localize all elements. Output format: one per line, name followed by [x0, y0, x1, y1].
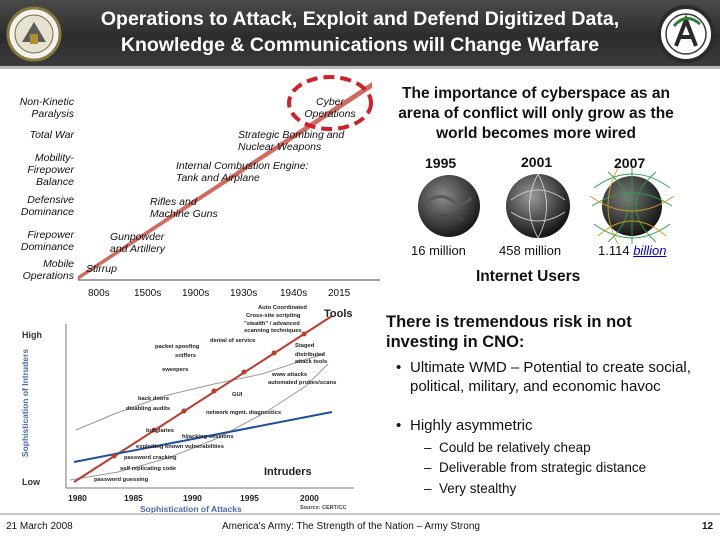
internet-users-count: 1.114 billion	[598, 243, 666, 258]
risk-bullet: • Highly asymmetric	[396, 416, 700, 435]
intruders-line	[73, 411, 333, 463]
page-number: 12	[702, 521, 714, 532]
dash-icon: –	[424, 440, 432, 455]
chart-x-tick: 1985	[124, 493, 143, 503]
chart-tool-label: network mgmt. diagnostics	[206, 410, 282, 416]
timeline-year-tick: 1900s	[182, 288, 210, 299]
chart-tool-label: hijacking sessions	[182, 434, 234, 440]
trend-arrow	[78, 82, 372, 280]
chart-tool-label: Auto Coordinated	[258, 305, 307, 311]
risk-heading: There is tremendous risk in not investin…	[386, 313, 632, 351]
dash-icon: –	[424, 481, 432, 496]
chart-tool-label: distributed attack tools	[295, 352, 328, 365]
timeline-year-tick: 1940s	[280, 288, 308, 299]
risk-bullet-text: Highly asymmetric	[410, 417, 533, 434]
risk-bullet: • Ultimate WMD – Potential to create soc…	[396, 358, 700, 396]
chart-x-tick: 1990	[183, 493, 202, 503]
chart-tool-label: denial of service	[210, 338, 256, 344]
chart-tool-label: "stealth" / advanced scanning techniques	[244, 321, 302, 334]
chart-tool-label: Staged	[295, 343, 315, 349]
cyber-highlight-circle	[287, 75, 373, 131]
internet-users-count: 458 million	[499, 243, 562, 258]
chart-low-label: Low	[22, 477, 40, 487]
title-bar	[0, 0, 720, 68]
timeline-era-label: Internal Combustion Engine: Tank and Air…	[176, 160, 309, 184]
footer: 21 March 2008 America's Army: The Streng…	[0, 516, 720, 540]
timeline-era-label: Strategic Bombing and Nuclear Weapons	[238, 129, 345, 153]
internet-users-count: 16 million	[411, 243, 466, 258]
chart-x-tick: 1995	[240, 493, 259, 503]
chart-tool-label: GUI	[232, 392, 243, 398]
chart-tool-label: self replicating code	[120, 466, 177, 472]
dash-icon: –	[424, 460, 432, 475]
warfare-timeline-graphic	[78, 75, 380, 281]
risk-sub-bullet: – Very stealthy	[424, 480, 704, 498]
users-number: 1.114	[598, 243, 630, 258]
timeline-left-label: Defensive Dominance	[20, 194, 74, 218]
chart-tool-label: disabling audits	[126, 406, 171, 412]
risk-sub-bullet: – Deliverable from strategic distance	[424, 459, 704, 477]
army-seal-icon	[6, 6, 62, 62]
chart-tool-label: sweepers	[162, 367, 189, 373]
timeline-era-label: Cyber Operations	[304, 96, 356, 120]
timeline-era-label: Stirrup	[86, 263, 117, 275]
timeline-left-label: Mobility-Firepower Balance	[27, 152, 74, 188]
timeline-left-label: Total War	[29, 129, 74, 141]
chart-x-title: Sophistication of Attacks	[140, 504, 242, 514]
timeline-left-label: Non-Kinetic Paralysis	[19, 96, 74, 120]
chart-tools-label: Tools	[324, 308, 353, 320]
globe-2001-icon	[506, 173, 570, 239]
timeline-left-label: Firepower Dominance	[20, 229, 74, 253]
globe-2007-icon	[589, 167, 675, 245]
title-line-1: Operations to Attack, Exploit and Defend…	[100, 8, 620, 30]
title-line-2: Knowledge & Communications will Change W…	[120, 34, 600, 56]
internet-users-caption: Internet Users	[476, 268, 581, 285]
chart-y-title: Sophistication of Intruders	[20, 348, 30, 458]
bullet-dot-icon: •	[396, 417, 402, 434]
chart-tool-label: packet spoofing	[155, 344, 200, 350]
timeline-era-label: Rifles and Machine Guns	[150, 196, 218, 220]
footer-date: 21 March 2008	[6, 521, 73, 532]
globe-year-label: 2007	[614, 155, 646, 171]
chart-tool-label: Cross-site scripting	[246, 313, 301, 319]
timeline-year-tick: 1500s	[134, 288, 162, 299]
army-logo-icon	[657, 5, 715, 63]
intruder-sophistication-chart	[4, 302, 382, 514]
footer-motto: America's Army: The Strength of the Nati…	[222, 521, 480, 532]
globe-year-label: 1995	[425, 155, 457, 171]
cyberspace-heading: The importance of cyberspace as an arena…	[398, 85, 674, 142]
users-unit-link: billion	[633, 243, 667, 258]
risk-sub-bullet-text: Deliverable from strategic distance	[439, 460, 647, 475]
chart-intruders-label: Intruders	[264, 466, 312, 478]
chart-x-tick: 1980	[68, 493, 87, 503]
globe-year-label: 2001	[521, 154, 553, 170]
risk-bullet-text: Ultimate WMD – Potential to create socia…	[410, 359, 691, 395]
page-title: Operations to Attack, Exploit and Defend…	[62, 6, 658, 58]
chart-tool-label: password guessing	[94, 477, 149, 483]
chart-tool-label: automated probes/scans	[268, 380, 337, 386]
chart-credit: Source: CERT/CC	[300, 505, 347, 511]
bullet-dot-icon: •	[396, 359, 402, 376]
risk-sub-bullet: – Could be relatively cheap	[424, 439, 704, 457]
chart-x-tick: 2000	[300, 493, 319, 503]
risk-sub-bullet-text: Could be relatively cheap	[439, 440, 591, 455]
chart-tool-label: back doors	[138, 396, 169, 402]
chart-tool-label: burglaries	[146, 428, 175, 434]
timeline-era-label: Gunpowder and Artillery	[110, 231, 166, 255]
chart-tool-label: password cracking	[124, 455, 177, 461]
globe-1995-icon	[418, 175, 480, 237]
chart-high-label: High	[22, 330, 42, 340]
chart-tool-label: www attacks	[272, 372, 308, 378]
timeline-year-tick: 800s	[88, 288, 110, 299]
chart-tool-label: exploiting known vulnerabilities	[136, 444, 224, 450]
chart-tool-label: sniffers	[175, 353, 196, 359]
timeline-left-label: Mobile Operations	[22, 258, 74, 282]
risk-sub-bullet-text: Very stealthy	[439, 481, 517, 496]
title-rule	[0, 66, 720, 69]
timeline-year-tick: 1930s	[230, 288, 258, 299]
footer-rule	[0, 513, 720, 515]
timeline-year-tick: 2015	[328, 288, 351, 299]
